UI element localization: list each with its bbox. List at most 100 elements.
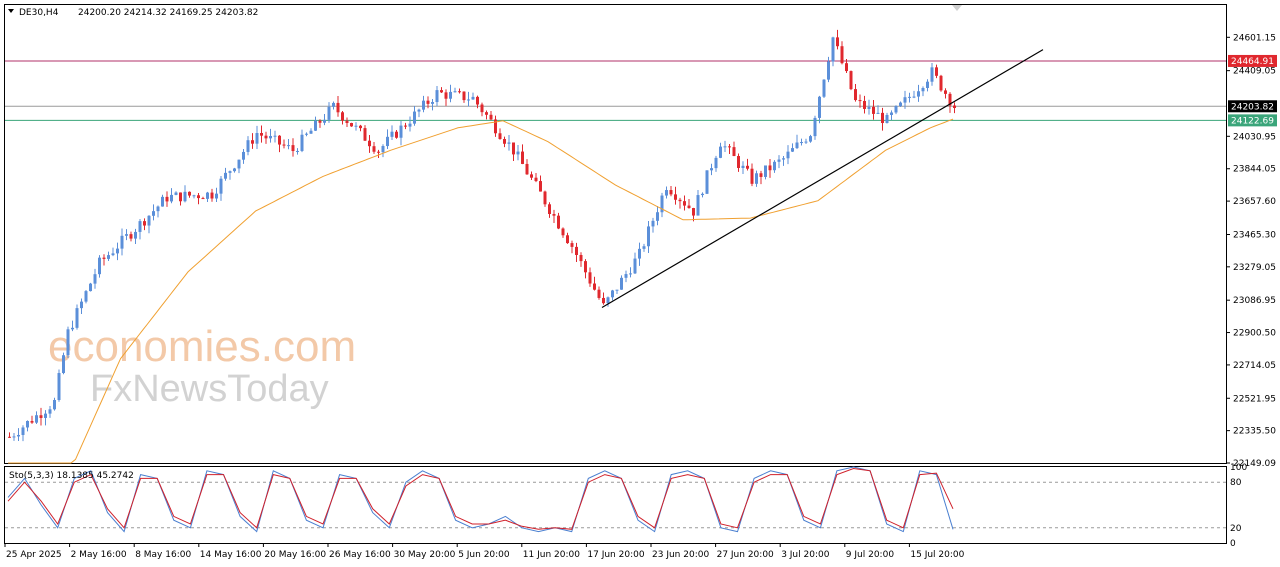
candle-body [350,122,353,127]
candle-body [840,46,844,64]
candle-body [579,254,583,262]
candle-body [125,234,128,236]
time-tick-label: 26 May 16:00 [329,550,391,560]
candle-body [273,135,277,137]
chart-shift-marker-icon[interactable] [952,5,962,11]
ascending-trendline[interactable] [601,49,1044,308]
candle-body [305,133,308,135]
time-tick-label: 23 Jun 20:00 [652,550,709,560]
candle-body [287,145,290,147]
candle-body [530,174,533,178]
candle-body [858,100,862,102]
time-tick-label: 20 May 16:00 [264,550,326,560]
candle-body [593,283,596,290]
price-tag-label: 24203.82 [1231,102,1274,112]
candle-body [917,91,920,97]
candle-body [768,165,772,171]
candle-body [548,204,551,215]
candle-body [107,255,110,259]
candle-body [363,128,367,141]
candle-body [701,193,704,196]
candle-body [795,142,799,149]
candle-body [62,355,65,374]
candle-body [129,234,133,239]
time-axis: 25 Apr 2025 2 May 16:00 8 May 16:00 14 May … [4,543,965,560]
candle-body [17,434,20,437]
candle-body [836,37,839,47]
price-tag-label: 24122.69 [1231,116,1274,126]
stochastic-tick-label: 80 [1230,478,1242,488]
candle-body [197,195,200,199]
candle-body [818,96,821,118]
candle-body [624,274,628,278]
price-tags: 24464.91 24203.82 24122.69 [1228,54,1277,127]
candle-body [732,147,736,157]
candle-body [507,142,511,144]
candle-body [111,253,115,256]
candle-body [381,146,385,153]
candle-body [903,97,907,103]
candle-body [561,228,565,236]
candle-body [246,140,250,152]
candle-body [678,199,682,202]
candle-body [696,195,700,216]
candle-body [309,130,313,134]
candle-body [282,144,286,146]
candle-body [444,92,448,99]
candle-body [669,190,673,195]
candle-body [147,215,151,226]
time-tick-label: 5 Jun 20:00 [458,550,510,560]
time-tick-label: 15 Jul 20:00 [910,550,964,560]
candle-body [939,75,943,91]
price-tick-label: 22900.50 [1233,329,1276,339]
stochastic-axis: 100 80 20 0 [1230,463,1247,549]
time-tick-label: 2 May 16:00 [71,550,127,560]
candle-body [485,112,488,115]
candle-body [867,106,871,109]
candle-body [750,168,754,184]
candle-body [498,133,502,140]
price-tick-label: 23279.05 [1233,263,1276,273]
candle-body [183,191,187,202]
candle-body [30,420,34,423]
candle-body [224,172,227,179]
candle-body [912,96,916,98]
candle-body [723,146,727,148]
candle-body [638,248,641,259]
candle-body [543,191,547,205]
candle-body [345,120,349,123]
candle-body [314,120,317,131]
candle-body [948,93,952,106]
candlestick-series [8,29,956,442]
candle-body [75,308,79,328]
candle-body [453,91,457,93]
price-tag-resistance [1228,54,1277,67]
candle-body [80,301,83,309]
candle-body [242,151,245,160]
candle-body [611,290,614,298]
candle-body [863,100,866,109]
dropdown-arrow-icon[interactable] [8,9,14,13]
candle-body [53,399,56,410]
candle-body [467,99,470,101]
stochastic-tick-label: 20 [1230,524,1242,534]
price-tick-label: 22335.50 [1233,427,1276,437]
candle-body [116,248,119,254]
candle-body [354,125,358,127]
candle-body [39,415,43,418]
candle-body [588,272,592,284]
candle-body [944,90,947,94]
candle-body [570,243,574,247]
candle-body [791,148,794,152]
candle-body [206,192,209,199]
candle-body [390,131,394,137]
candle-body [476,96,479,105]
candle-body [152,211,155,216]
price-tag-label: 24464.91 [1231,57,1274,67]
candle-body [687,205,691,209]
candle-body [953,105,956,108]
candle-body [377,151,380,153]
price-tick-label: 23844.05 [1233,165,1276,175]
candle-body [782,158,785,160]
